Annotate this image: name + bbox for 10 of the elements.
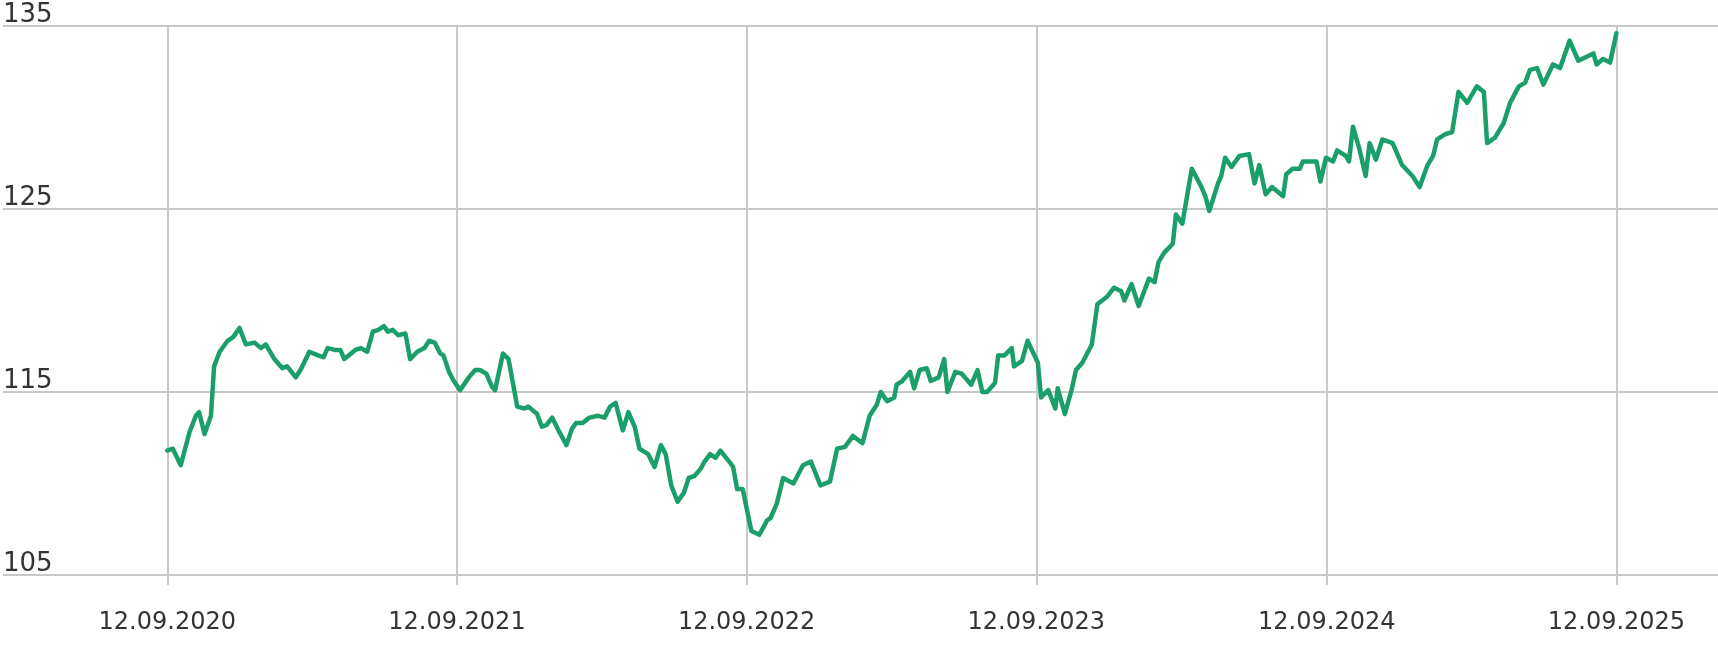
y-tick-label: 105 bbox=[3, 547, 53, 577]
x-tick-label: 12.09.2020 bbox=[98, 607, 236, 635]
x-tick-label: 12.09.2023 bbox=[967, 607, 1105, 635]
x-tick-label: 12.09.2024 bbox=[1258, 607, 1396, 635]
y-tick-label: 125 bbox=[3, 181, 53, 211]
x-tick-label: 12.09.2021 bbox=[388, 607, 526, 635]
y-tick-label: 135 bbox=[3, 0, 53, 28]
y-tick-label: 115 bbox=[3, 364, 53, 394]
x-tick-label: 12.09.2022 bbox=[677, 607, 816, 635]
x-tick-label: 12.09.2025 bbox=[1547, 607, 1686, 635]
